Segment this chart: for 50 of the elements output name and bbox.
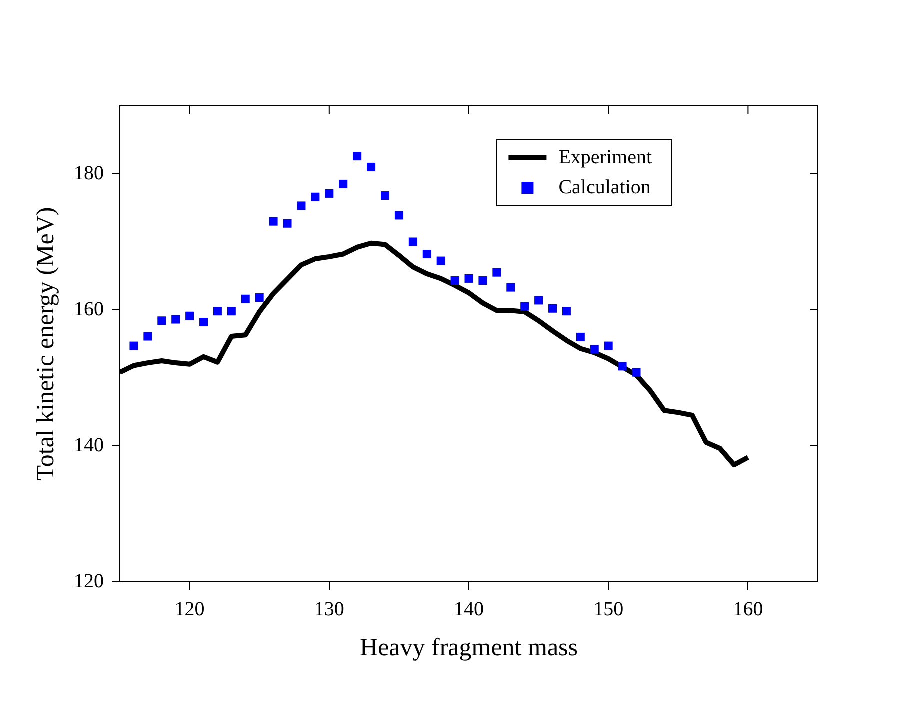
point xyxy=(269,217,278,226)
legend-label: Calculation xyxy=(558,176,651,198)
point xyxy=(353,152,362,161)
point xyxy=(394,211,404,220)
point xyxy=(632,368,641,377)
x-tick-label: 140 xyxy=(454,598,484,620)
point xyxy=(158,316,166,326)
x-tick-label: 160 xyxy=(733,598,764,620)
point xyxy=(576,332,585,342)
point xyxy=(464,274,474,283)
point xyxy=(227,307,236,316)
y-tick-label: 160 xyxy=(74,298,104,320)
point xyxy=(618,362,627,371)
point xyxy=(325,189,334,198)
x-tick-label: 130 xyxy=(314,598,344,620)
point xyxy=(408,238,418,246)
point xyxy=(172,315,180,324)
point xyxy=(548,304,558,313)
point xyxy=(213,307,222,316)
point xyxy=(450,276,460,286)
point xyxy=(381,192,390,200)
point xyxy=(436,256,446,266)
point xyxy=(186,312,194,320)
point xyxy=(297,202,306,210)
point xyxy=(130,342,138,350)
point xyxy=(200,318,208,326)
y-tick-label: 140 xyxy=(74,434,104,456)
point xyxy=(492,268,502,277)
point xyxy=(367,162,376,172)
point xyxy=(506,283,516,292)
point xyxy=(562,307,571,316)
point xyxy=(478,276,488,286)
point xyxy=(339,180,348,188)
point xyxy=(283,219,292,228)
y-tick-label: 180 xyxy=(74,162,104,184)
x-axis-title: Heavy fragment mass xyxy=(360,634,578,662)
point xyxy=(255,294,264,302)
x-tick-label: 120 xyxy=(174,598,205,620)
point xyxy=(144,332,152,341)
point xyxy=(422,250,432,258)
y-tick-label: 120 xyxy=(74,570,104,592)
x-tick-label: 150 xyxy=(594,598,624,620)
point xyxy=(311,192,320,202)
point xyxy=(534,296,544,305)
legend-label: Experiment xyxy=(558,146,652,168)
point xyxy=(241,294,250,304)
y-axis-title: Total kinetic energy (MeV) xyxy=(32,207,60,481)
point xyxy=(590,345,599,354)
point xyxy=(520,302,530,311)
point xyxy=(604,342,613,350)
